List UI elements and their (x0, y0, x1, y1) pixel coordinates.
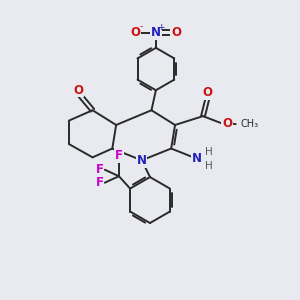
Text: H: H (205, 147, 213, 157)
Text: H: H (205, 160, 213, 171)
Text: N: N (137, 154, 147, 167)
Text: O: O (222, 117, 232, 130)
Text: N: N (151, 26, 161, 39)
Text: CH₃: CH₃ (240, 119, 259, 129)
Text: O: O (130, 26, 141, 39)
Text: -: - (140, 22, 143, 31)
Text: O: O (74, 84, 84, 97)
Text: N: N (192, 152, 202, 165)
Text: F: F (96, 176, 104, 189)
Text: F: F (115, 149, 123, 162)
Text: F: F (96, 163, 104, 176)
Text: O: O (171, 26, 181, 39)
Text: +: + (157, 23, 164, 32)
Text: O: O (202, 86, 212, 99)
